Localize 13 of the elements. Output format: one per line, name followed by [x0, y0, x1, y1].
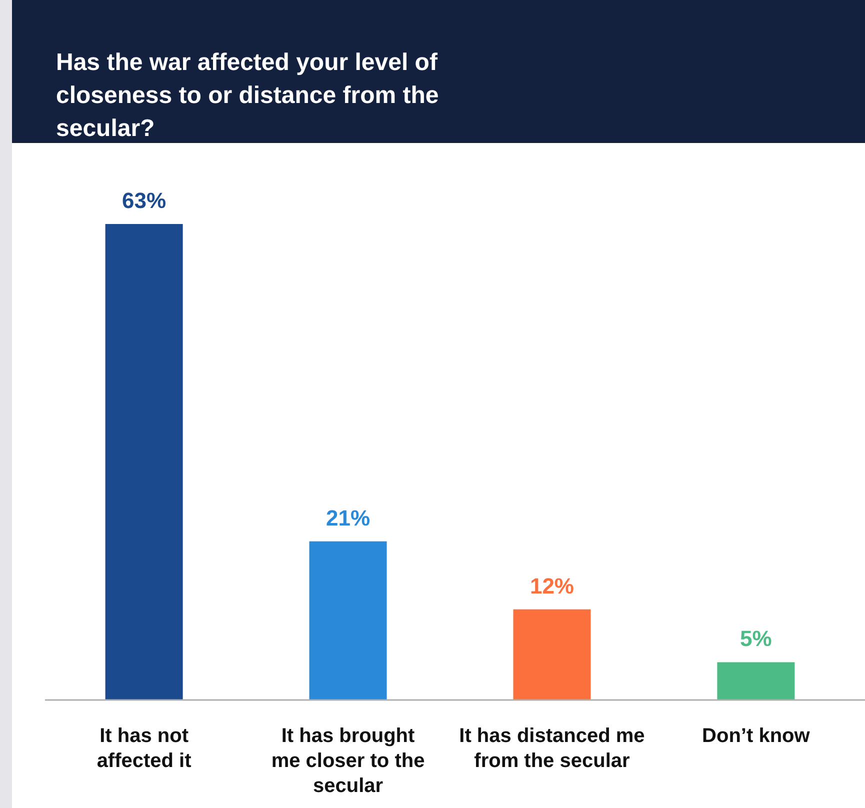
bar [309, 541, 387, 700]
data-label: 5% [740, 626, 772, 652]
data-label: 21% [326, 505, 370, 530]
x-tick-label: It has distanced me from the secular [459, 725, 645, 772]
x-tick-label: It has brought me closer to the secular [271, 725, 425, 797]
x-tick-label: It has not affected it [96, 725, 192, 772]
data-label: 12% [530, 573, 574, 598]
bar [717, 662, 795, 700]
bar [513, 609, 591, 700]
bar [105, 224, 183, 700]
data-label: 63% [122, 188, 166, 213]
x-tick-label: Don’t know [702, 725, 810, 747]
chart-title: Has the war affected your level of closeness to or distance from the secular? [56, 49, 439, 142]
